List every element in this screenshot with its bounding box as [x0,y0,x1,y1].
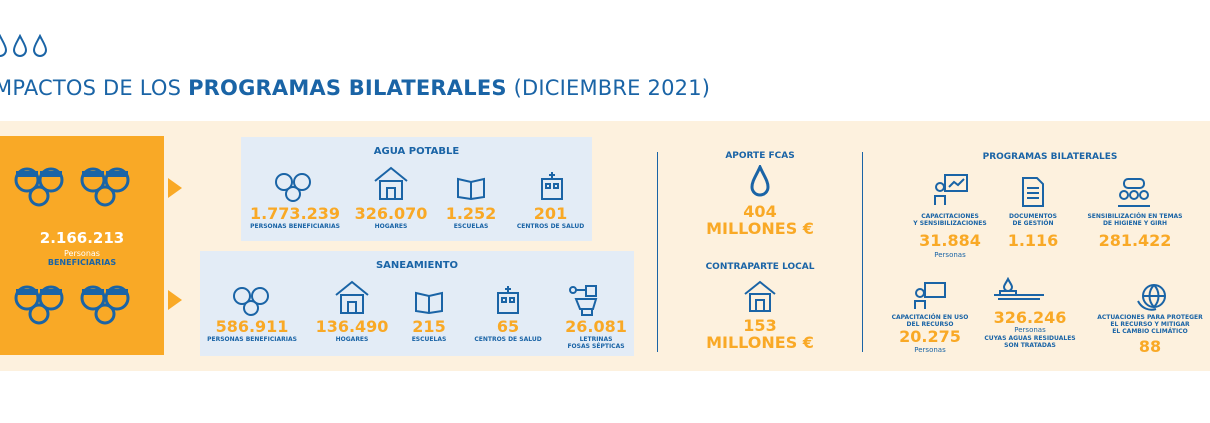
people-icon [14,285,130,325]
house-icon [335,280,369,314]
drop-icon [32,34,48,57]
saneamiento-stat: 215 ESCUELAS [411,317,447,344]
title-suffix: (DICIEMBRE 2021) [506,76,711,100]
actu-label: ACTUACIONES PARA PROTEGER [1097,314,1203,321]
title-prefix: MPACTOS DE LOS [0,76,189,100]
document-icon [1022,177,1044,207]
agua-stat: 1.252 ESCUELAS [445,204,497,231]
beneficiaries-count: 2.166.213 [39,229,125,247]
divider [657,152,658,352]
group-chat-icon [1118,178,1150,207]
people-icon [233,287,269,316]
cap-sub: Personas [934,251,966,259]
divider [862,152,863,352]
arrow-right-icon [168,290,182,310]
title-bold: PROGRAMAS BILATERALES [188,76,507,100]
agua-potable-box: AGUA POTABLE 1.773.239 PERSONAS BENEFICIA… [241,137,592,241]
training-icon [914,282,946,309]
water-treatment-icon [994,277,1044,300]
capuso-label: DEL RECURSO [906,321,954,328]
agua-stat: 1.773.239 PERSONAS BENEFICIARIAS [249,204,341,231]
hospital-icon [497,286,519,314]
capuso-label: CAPACITACIÓN EN USO [891,314,969,321]
agua-title: AGUA POTABLE [373,146,460,157]
drop-icon [0,34,8,57]
contraparte-value: 153 [743,316,777,335]
saneamiento-stat: 26.081 LETRINAS FOSAS SÉPTICAS [565,317,627,351]
agua-stat: 201 CENTROS DE SALUD [516,204,585,231]
saneamiento-title: SANEAMIENTO [375,260,459,271]
beneficiaries-sub2: BENEFICIARIAS [47,258,117,267]
aguas-label: CUYAS AGUAS RESIDUALES [984,335,1076,342]
book-icon [457,177,485,200]
drop-icon [750,165,770,197]
actu-value: 88 [1138,337,1162,356]
aporte-unit: MILLONES € [706,219,814,238]
saneamiento-stat: 586.911 PERSONAS BENEFICIARIAS [207,317,297,344]
sens-value: 281.422 [1098,231,1172,250]
book-icon [415,291,443,314]
house-icon [374,166,408,200]
sens-label: SENSIBILIZACIÓN EN TEMAS [1087,213,1183,220]
contraparte-unit: MILLONES € [706,333,814,352]
aguas-sub: Personas [1014,326,1046,334]
beneficiaries-panel: 2.166.213 Personas BENEFICIARIAS [0,136,164,355]
cap-label: Y SENSIBILIZACIONES [913,220,987,227]
programas-title: PROGRAMAS BILATERALES [982,152,1118,162]
saneamiento-box: SANEAMIENTO 586.911 PERSONAS BENEFICIARIA… [200,251,634,356]
docs-label: DOCUMENTOS [1009,213,1057,220]
aporte-title: APORTE FCAS [725,151,795,161]
capuso-sub: Personas [914,346,946,354]
beneficiaries-sub1: Personas [64,249,100,258]
people-icon [275,173,311,202]
toilet-icon [569,285,598,316]
hospital-icon [541,172,563,200]
page-title: MPACTOS DE LOS PROGRAMAS BILATERALES (DI… [0,76,710,100]
contraparte-title: CONTRAPARTE LOCAL [705,262,815,272]
saneamiento-stat: 65 CENTROS DE SALUD [474,317,542,344]
sens-label: DE HIGIENE Y GIRH [1102,220,1168,227]
actu-label: EL CAMBIO CLIMÁTICO [1112,328,1188,335]
actu-label: EL RECURSO Y MITIGAR [1110,321,1190,328]
arrow-right-icon [168,178,182,198]
house-icon [744,280,776,312]
aguas-label: SON TRATADAS [1004,342,1056,349]
aporte-value: 404 [743,202,777,221]
agua-stat: 326.070 HOGARES [354,204,428,231]
drop-icon [12,34,28,57]
docs-label: DE GESTIÓN [1012,220,1054,227]
presentation-icon [934,174,968,205]
water-drops-decoration [0,34,48,58]
docs-value: 1.116 [1007,231,1059,250]
aguas-value: 326.246 [993,308,1067,327]
capuso-value: 20.275 [899,327,961,346]
globe-icon [1137,284,1166,311]
cap-value: 31.884 [919,231,981,250]
cap-label: CAPACITACIONES [921,213,979,220]
people-icon [14,167,130,207]
saneamiento-stat: 136.490 HOGARES [315,317,389,344]
